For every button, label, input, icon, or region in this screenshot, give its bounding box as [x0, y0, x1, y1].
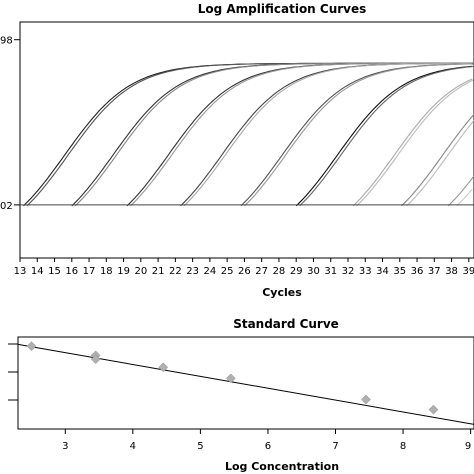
amplification-curve: [352, 78, 473, 207]
amplification-title: Log Amplification Curves: [198, 2, 367, 16]
amplification-chart: Log Amplification Curves 98 02 13 14 15 16 17…: [0, 2, 474, 299]
standard-curve-chart: Standard Curve 3 4 5 6 7 8 9 Log Concentration: [8, 317, 474, 473]
standard-x-tick-label: 9: [465, 441, 471, 452]
amplification-curve: [356, 79, 474, 207]
amplification-x-tick-label: 13: [14, 266, 27, 277]
standard-curve-title: Standard Curve: [233, 317, 339, 331]
standard-x-tick-label: 6: [265, 441, 271, 452]
amplification-x-tick-label: 19: [117, 266, 130, 277]
amplification-x-tick-label: 21: [152, 266, 165, 277]
standard-point: [158, 362, 169, 373]
amplification-x-tick-label: 14: [31, 266, 44, 277]
amplification-x-tick-label: 18: [100, 266, 113, 277]
standard-x-tick-label: 8: [400, 441, 406, 452]
standard-x-label: Log Concentration: [225, 460, 339, 473]
amplification-x-tick-label: 31: [324, 266, 337, 277]
standard-x-tick-label: 7: [332, 441, 338, 452]
amplification-x-tick-label: 38: [445, 266, 458, 277]
amplification-curve: [295, 65, 473, 207]
standard-x-tick-label: 3: [62, 441, 68, 452]
amplification-x-tick-label: 34: [376, 266, 389, 277]
amplification-y-tick-label: 02: [0, 201, 13, 212]
amplification-curves: [23, 62, 474, 207]
amplification-x-tick-label: 35: [393, 266, 406, 277]
amplification-curve: [401, 114, 474, 207]
amplification-x-tick-label: 23: [186, 266, 199, 277]
amplification-curve: [183, 62, 474, 207]
amplification-x-tick-label: 36: [411, 266, 424, 277]
standard-point: [26, 341, 37, 352]
standard-point: [428, 404, 439, 415]
amplification-curve: [244, 63, 473, 207]
amplification-x-tick-label: 39: [462, 266, 474, 277]
standard-point: [225, 373, 236, 384]
amplification-curve: [299, 65, 474, 207]
amplification-x-tick-label: 32: [342, 266, 355, 277]
amplification-x-tick-label: 30: [307, 266, 320, 277]
amplification-curve: [447, 175, 474, 207]
amplification-x-tick-label: 37: [428, 266, 441, 277]
amplification-x-tick-label: 16: [65, 266, 78, 277]
amplification-x-tick-label: 24: [204, 266, 217, 277]
amplification-x-ticks: 13 14 15 16 17 18 19 20 21 22 23 24 25 26 27 28 29 30 31 32…: [14, 258, 474, 277]
amplification-x-tick-label: 29: [290, 266, 303, 277]
standard-x-ticks: 3 4 5 6 7 8 9: [62, 429, 471, 452]
amplification-y-tick-label: 98: [0, 36, 13, 47]
amplification-x-tick-label: 26: [238, 266, 251, 277]
amplification-x-tick-label: 27: [255, 266, 268, 277]
amplification-y-ticks: 98 02: [0, 36, 20, 212]
standard-x-tick-label: 5: [197, 441, 203, 452]
amplification-x-tick-label: 20: [134, 266, 147, 277]
amplification-x-tick-label: 15: [48, 266, 61, 277]
standard-curve-plot-frame: [17, 336, 474, 430]
amplification-x-label: Cycles: [262, 286, 302, 299]
amplification-curve: [456, 188, 473, 207]
standard-point: [361, 394, 371, 405]
amplification-x-tick-label: 22: [169, 266, 182, 277]
amplification-x-tick-label: 25: [221, 266, 234, 277]
amplification-x-tick-label: 28: [273, 266, 286, 277]
standard-point: [90, 354, 101, 364]
amplification-plot-frame: [19, 21, 474, 259]
amplification-x-tick-label: 17: [83, 266, 96, 277]
amplification-curve: [406, 120, 474, 207]
standard-x-tick-label: 4: [130, 441, 136, 452]
amplification-x-tick-label: 33: [359, 266, 372, 277]
standard-points: [26, 341, 439, 415]
